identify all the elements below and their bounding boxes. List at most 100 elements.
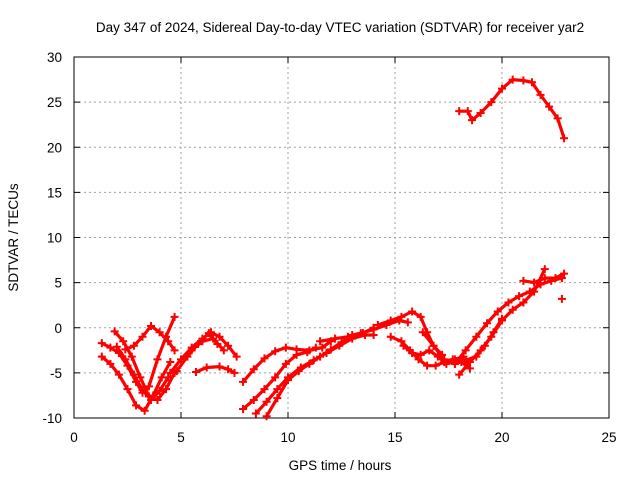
data-point (519, 276, 528, 285)
data-point (431, 361, 440, 370)
data-point (121, 355, 130, 364)
data-point (519, 298, 528, 307)
data-point (386, 332, 395, 341)
data-point (97, 352, 106, 361)
data-point (545, 102, 554, 111)
data-point (249, 365, 258, 374)
series-line (453, 276, 564, 366)
data-point (463, 107, 472, 116)
data-point (403, 318, 412, 327)
data-point (455, 370, 464, 379)
data-point (106, 359, 115, 368)
series-track-12 (251, 330, 378, 418)
data-point (373, 321, 382, 330)
data-point (472, 332, 481, 341)
data-point (187, 346, 196, 355)
series-track-23 (455, 75, 569, 143)
data-point (127, 352, 136, 361)
data-point (515, 292, 524, 301)
data-point (337, 338, 346, 347)
data-point (198, 337, 207, 346)
data-point (468, 116, 477, 125)
data-point (483, 319, 492, 328)
data-point (138, 386, 147, 395)
y-tick-label: 25 (47, 95, 62, 110)
data-point (112, 342, 121, 351)
data-point (408, 349, 417, 358)
data-point (140, 406, 149, 415)
data-point (251, 409, 260, 418)
data-point (508, 75, 517, 84)
data-point (425, 346, 434, 355)
data-point (147, 395, 156, 404)
data-point (356, 329, 365, 338)
data-point (202, 363, 211, 372)
data-point (316, 352, 325, 361)
data-point (530, 278, 539, 287)
data-point (303, 348, 312, 357)
y-axis-label: SDTVAR / TECUs (6, 183, 21, 292)
data-point (249, 395, 258, 404)
data-point (273, 394, 282, 403)
data-point (271, 373, 280, 382)
series-line (190, 337, 226, 352)
series-track-11 (239, 343, 320, 413)
data-point (498, 84, 506, 93)
data-point (260, 385, 269, 394)
data-point (224, 365, 233, 374)
data-point (397, 337, 406, 346)
series-track-5 (121, 321, 179, 355)
data-point (155, 328, 164, 337)
data-point (551, 274, 560, 283)
data-point (455, 107, 464, 116)
series-track-4 (112, 342, 173, 404)
data-point (487, 332, 496, 341)
data-point (418, 328, 427, 337)
series-track-19 (450, 274, 566, 368)
data-point (239, 377, 248, 386)
data-point (123, 385, 132, 394)
data-point (239, 404, 248, 413)
data-point (262, 412, 271, 421)
data-point (183, 352, 192, 361)
data-point (450, 359, 459, 368)
x-tick-label: 15 (387, 430, 402, 445)
x-tick-label: 20 (494, 430, 509, 445)
data-point (429, 341, 438, 350)
data-point (504, 298, 513, 307)
data-point (316, 337, 325, 346)
data-point (224, 341, 233, 350)
series-track-22 (557, 294, 566, 303)
data-point (508, 305, 517, 314)
series-track-14 (316, 316, 412, 346)
x-tick-label: 5 (177, 430, 185, 445)
y-tick-label: 30 (47, 50, 62, 65)
data-point (172, 367, 181, 376)
data-point (110, 327, 119, 336)
x-axis-label: GPS time / hours (289, 458, 392, 473)
chart-title: Day 347 of 2024, Sidereal Day-to-day VTE… (96, 20, 584, 35)
data-point (138, 332, 147, 341)
data-point (461, 356, 470, 365)
data-point (416, 350, 425, 359)
data-point (557, 294, 566, 303)
data-point (386, 316, 395, 325)
data-point (281, 359, 290, 368)
data-point (136, 373, 145, 382)
axis-ticks: 0 5 10 15 20 25 -10 -5 0 5 10 15 20 25 30 (42, 50, 616, 445)
data-point (408, 307, 417, 316)
data-point (170, 346, 179, 355)
data-point (271, 347, 280, 356)
grid (74, 57, 609, 418)
series-line (113, 329, 177, 402)
data-point (423, 361, 432, 370)
data-point (397, 312, 406, 321)
data-point (527, 78, 536, 87)
data-series (97, 75, 569, 421)
data-point (530, 287, 539, 296)
data-point (331, 334, 340, 343)
data-point (215, 332, 224, 341)
data-point (232, 352, 241, 361)
data-point (114, 370, 123, 379)
data-point (536, 90, 545, 99)
